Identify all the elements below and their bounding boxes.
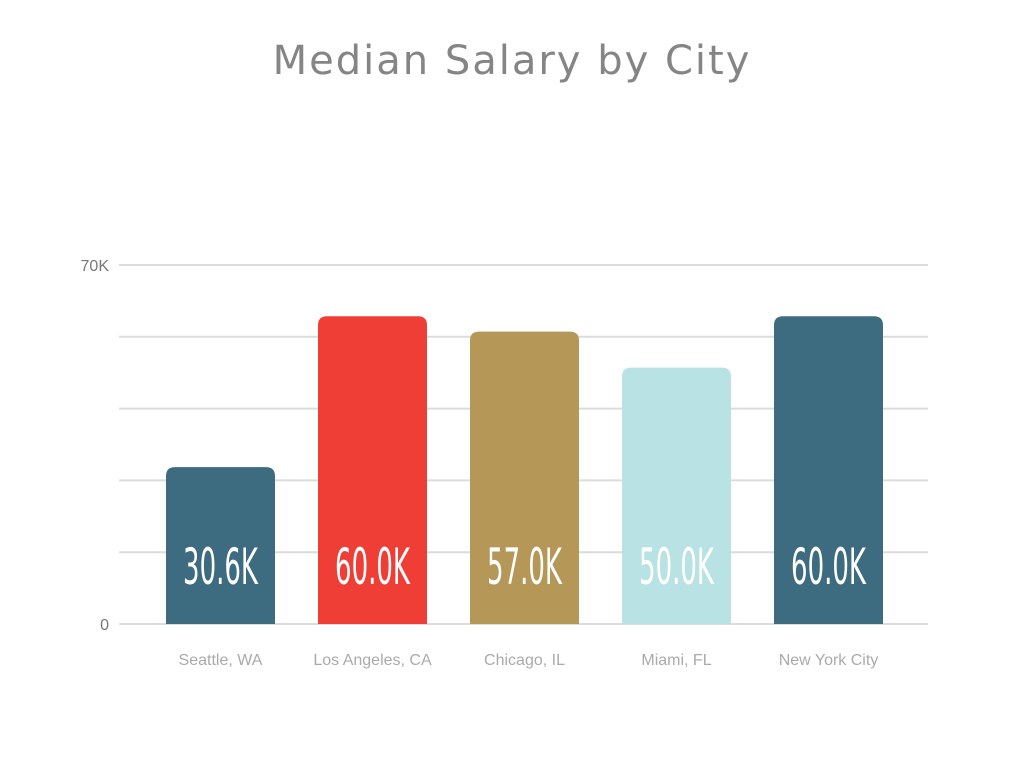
bar-value-label: 30.6K: [183, 539, 258, 597]
bar-value-label: 60.0K: [335, 539, 410, 597]
x-category-label: New York City: [779, 652, 879, 669]
x-category-label: Seattle, WA: [179, 652, 263, 669]
bar-value-label: 57.0K: [487, 539, 562, 597]
y-tick-label: 70K: [81, 258, 110, 275]
x-category-label: Los Angeles, CA: [313, 652, 432, 669]
bar: [318, 316, 427, 624]
bar: [470, 331, 579, 624]
bar: [622, 367, 731, 624]
y-tick-label: 0: [100, 617, 109, 634]
bar: [774, 316, 883, 624]
bar-value-label: 50.0K: [639, 539, 714, 597]
x-category-label: Miami, FL: [641, 652, 711, 669]
x-category-label: Chicago, IL: [484, 652, 565, 669]
bar-value-label: 60.0K: [791, 539, 866, 597]
chart-title: Median Salary by City: [272, 38, 752, 84]
bar: [166, 467, 275, 624]
